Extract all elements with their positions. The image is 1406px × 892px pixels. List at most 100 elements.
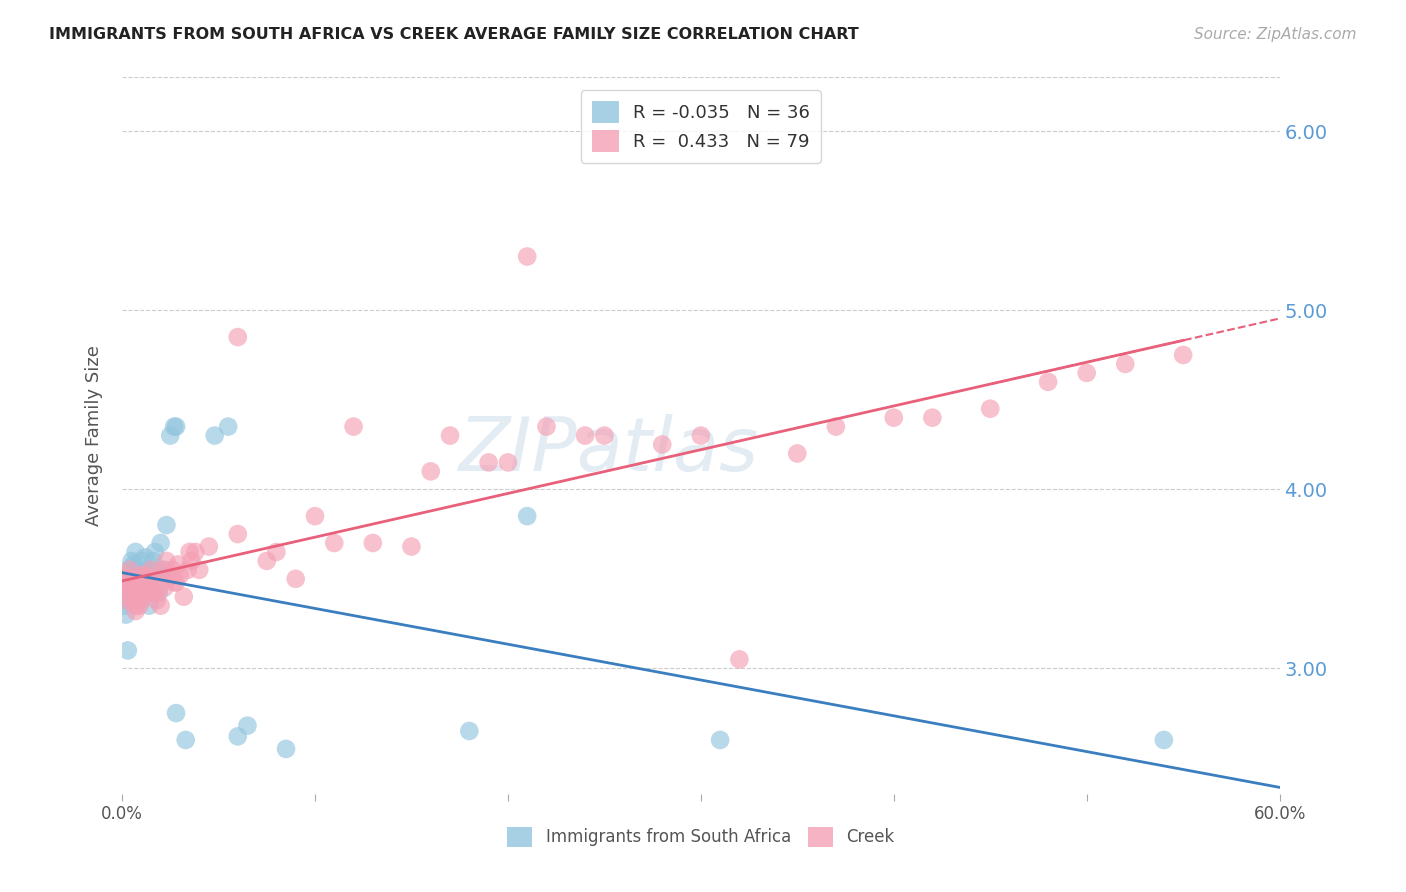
- Point: [516, 250, 538, 264]
- Point: [167, 558, 190, 572]
- Point: [180, 554, 202, 568]
- Y-axis label: Average Family Size: Average Family Size: [86, 345, 103, 526]
- Point: [274, 742, 297, 756]
- Point: [159, 568, 181, 582]
- Point: [149, 599, 172, 613]
- Point: [122, 593, 145, 607]
- Point: [117, 643, 139, 657]
- Point: [139, 581, 162, 595]
- Point: [921, 410, 943, 425]
- Point: [132, 568, 155, 582]
- Point: [127, 590, 149, 604]
- Point: [179, 545, 201, 559]
- Point: [496, 455, 519, 469]
- Point: [115, 586, 138, 600]
- Point: [236, 718, 259, 732]
- Point: [142, 586, 165, 600]
- Point: [117, 575, 139, 590]
- Point: [1036, 375, 1059, 389]
- Point: [143, 586, 166, 600]
- Point: [121, 581, 143, 595]
- Point: [112, 599, 135, 613]
- Legend: Immigrants from South Africa, Creek: Immigrants from South Africa, Creek: [498, 817, 904, 857]
- Point: [458, 724, 481, 739]
- Point: [173, 590, 195, 604]
- Point: [574, 428, 596, 442]
- Point: [131, 593, 153, 607]
- Point: [118, 563, 141, 577]
- Point: [132, 581, 155, 595]
- Point: [121, 554, 143, 568]
- Point: [159, 428, 181, 442]
- Point: [136, 586, 159, 600]
- Point: [323, 536, 346, 550]
- Point: [148, 586, 170, 600]
- Point: [121, 586, 143, 600]
- Point: [136, 563, 159, 577]
- Point: [439, 428, 461, 442]
- Point: [728, 652, 751, 666]
- Point: [142, 554, 165, 568]
- Point: [139, 572, 162, 586]
- Point: [146, 593, 169, 607]
- Point: [883, 410, 905, 425]
- Point: [516, 509, 538, 524]
- Point: [131, 568, 153, 582]
- Point: [122, 572, 145, 586]
- Point: [146, 563, 169, 577]
- Point: [342, 419, 364, 434]
- Point: [226, 730, 249, 744]
- Point: [138, 581, 160, 595]
- Point: [184, 545, 207, 559]
- Point: [157, 572, 180, 586]
- Point: [163, 575, 186, 590]
- Point: [112, 593, 135, 607]
- Point: [825, 419, 848, 434]
- Point: [401, 540, 423, 554]
- Point: [165, 575, 187, 590]
- Point: [163, 419, 186, 434]
- Point: [709, 733, 731, 747]
- Point: [304, 509, 326, 524]
- Point: [153, 581, 176, 595]
- Point: [149, 536, 172, 550]
- Point: [138, 572, 160, 586]
- Point: [128, 586, 150, 600]
- Point: [160, 563, 183, 577]
- Point: [226, 330, 249, 344]
- Point: [217, 419, 239, 434]
- Point: [134, 550, 156, 565]
- Point: [143, 545, 166, 559]
- Point: [122, 575, 145, 590]
- Point: [152, 563, 174, 577]
- Point: [136, 575, 159, 590]
- Point: [1114, 357, 1136, 371]
- Point: [127, 593, 149, 607]
- Point: [689, 428, 711, 442]
- Point: [134, 568, 156, 582]
- Point: [139, 563, 162, 577]
- Point: [786, 446, 808, 460]
- Point: [124, 545, 146, 559]
- Point: [124, 563, 146, 577]
- Point: [115, 607, 138, 622]
- Point: [536, 419, 558, 434]
- Text: ZIPatlas: ZIPatlas: [458, 414, 758, 486]
- Point: [593, 428, 616, 442]
- Point: [118, 572, 141, 586]
- Point: [198, 540, 221, 554]
- Point: [256, 554, 278, 568]
- Text: Source: ZipAtlas.com: Source: ZipAtlas.com: [1194, 27, 1357, 42]
- Point: [419, 464, 441, 478]
- Point: [122, 558, 145, 572]
- Point: [155, 554, 177, 568]
- Point: [478, 455, 501, 469]
- Point: [284, 572, 307, 586]
- Point: [651, 437, 673, 451]
- Point: [131, 575, 153, 590]
- Point: [176, 563, 198, 577]
- Point: [188, 563, 211, 577]
- Point: [165, 419, 187, 434]
- Point: [204, 428, 226, 442]
- Point: [148, 581, 170, 595]
